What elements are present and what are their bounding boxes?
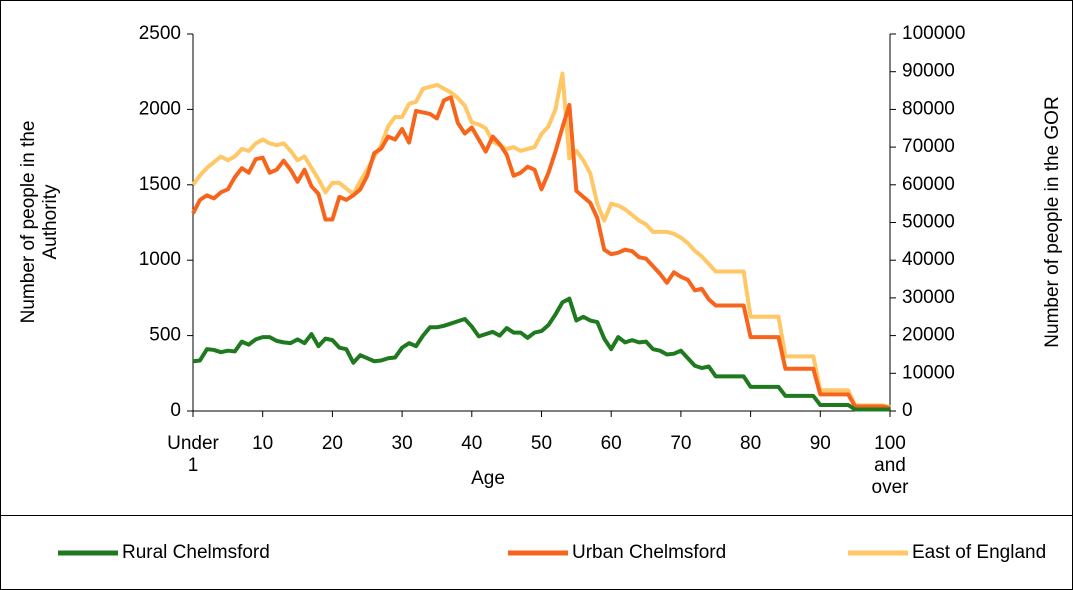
y2-tick-label: 50000 bbox=[902, 212, 955, 233]
x-tick-label: 90 bbox=[809, 433, 831, 454]
x-tick-label: 60 bbox=[600, 433, 622, 454]
x-tick-label: 100 and over bbox=[871, 433, 909, 498]
y2-tick-label: 80000 bbox=[902, 98, 955, 119]
series-line bbox=[191, 71, 891, 410]
y2-tick-label: 70000 bbox=[902, 136, 955, 157]
y-tick-label: 500 bbox=[149, 325, 181, 346]
y2-tick-label: 20000 bbox=[902, 325, 955, 346]
x-tick-label: 20 bbox=[321, 433, 343, 454]
y2-tick-label: 60000 bbox=[902, 174, 955, 195]
x-tick-label: 80 bbox=[740, 433, 762, 454]
legend-label: Rural Chelmsford bbox=[122, 542, 270, 563]
y-tick-label: 2500 bbox=[139, 23, 181, 44]
x-axis-label: Age bbox=[471, 468, 505, 489]
y2-tick-label: 40000 bbox=[902, 249, 955, 270]
y-tick-label: 2000 bbox=[139, 98, 181, 119]
x-tick-label: 10 bbox=[252, 433, 274, 454]
series-line bbox=[191, 95, 891, 410]
y-tick-label: 1500 bbox=[139, 174, 181, 195]
x-tick-label: 40 bbox=[461, 433, 483, 454]
x-tick-label: 30 bbox=[391, 433, 413, 454]
x-tick-label: 70 bbox=[670, 433, 692, 454]
y-tick-label: 1000 bbox=[139, 249, 181, 270]
series-line bbox=[192, 296, 890, 412]
y2-tick-label: 0 bbox=[902, 400, 913, 421]
y2-tick-label: 100000 bbox=[902, 23, 965, 44]
y2-tick-label: 30000 bbox=[902, 287, 955, 308]
x-tick-label: Under 1 bbox=[167, 433, 219, 476]
y2-axis-label: Number of people in the GOR bbox=[1042, 96, 1063, 348]
y-tick-label: 0 bbox=[170, 400, 181, 421]
legend-label: East of England bbox=[912, 542, 1046, 563]
y2-tick-label: 90000 bbox=[902, 61, 955, 82]
y-axis-label: Number of people in the Authority bbox=[18, 120, 61, 324]
x-tick-label: 50 bbox=[530, 433, 553, 454]
y2-tick-label: 10000 bbox=[902, 362, 955, 383]
legend-label: Urban Chelmsford bbox=[572, 542, 726, 563]
